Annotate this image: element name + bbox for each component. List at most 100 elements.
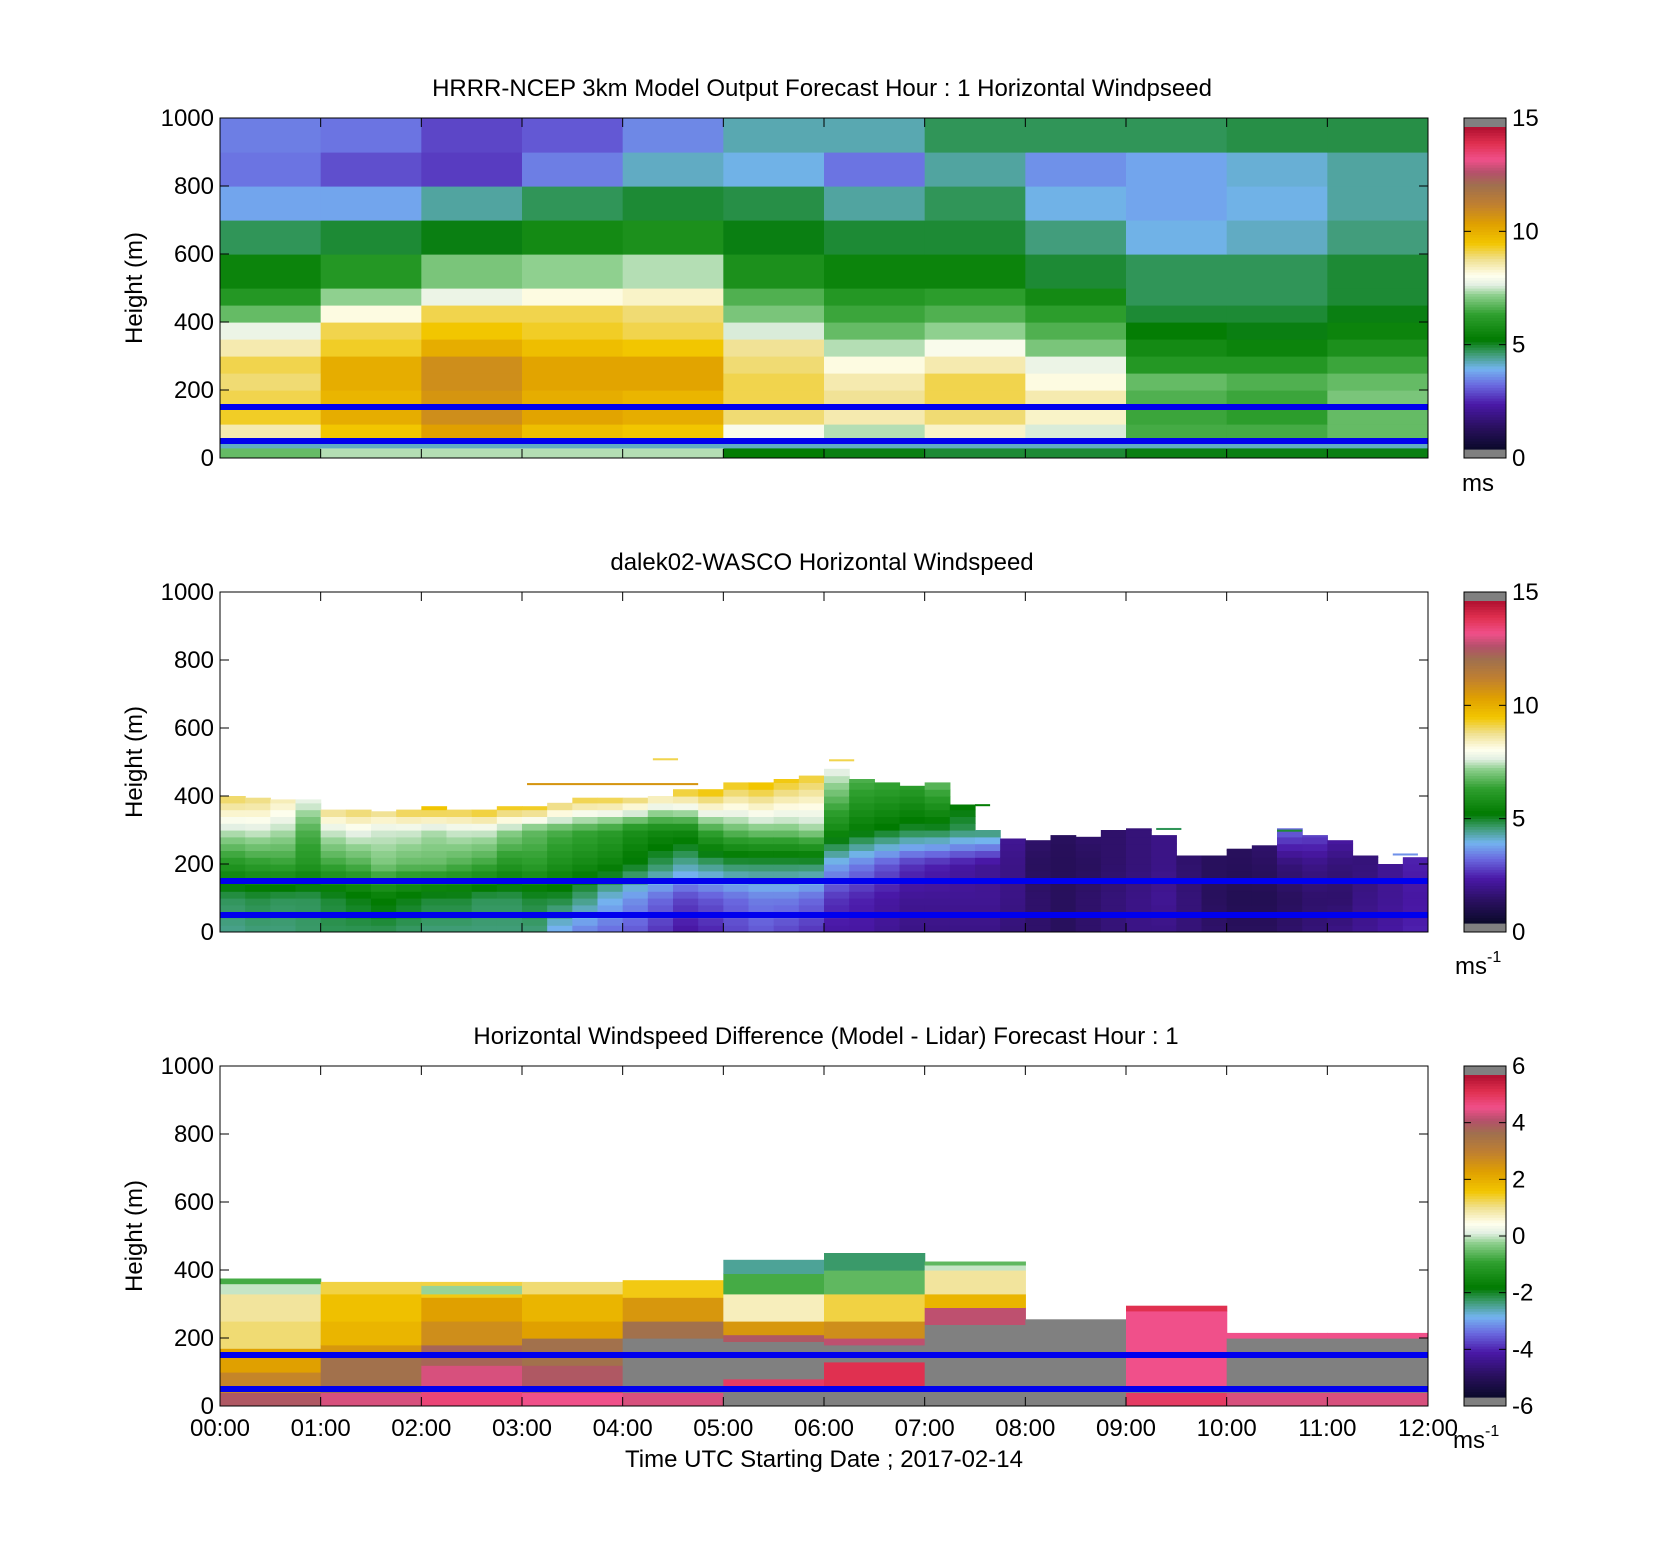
heatmap-cell — [320, 870, 347, 879]
colorbar-tick-label: 4 — [1512, 1110, 1525, 1137]
heatmap-cell — [345, 823, 372, 831]
heatmap-cell — [773, 850, 800, 858]
heatmap-cell — [421, 806, 448, 811]
heatmap-cell — [647, 891, 674, 899]
colorbar-swatch — [1464, 670, 1506, 675]
heatmap-cell — [1000, 864, 1026, 872]
heatmap-cell — [1327, 864, 1354, 872]
heatmap-cell — [1151, 884, 1177, 892]
heatmap-cell — [1327, 118, 1428, 153]
colorbar-swatch — [1464, 253, 1506, 257]
heatmap-cell — [924, 891, 951, 899]
colorbar-swatch — [1464, 711, 1506, 715]
heatmap-cell — [421, 152, 523, 187]
colorbar-swatch — [1464, 1142, 1506, 1146]
heatmap-cell — [924, 424, 1026, 439]
heatmap-cell — [1000, 870, 1026, 879]
heatmap-cell — [849, 796, 875, 804]
colorbar-swatch — [1464, 1327, 1506, 1331]
heatmap-cell — [874, 918, 901, 926]
heatmap-cell — [798, 789, 825, 797]
heatmap-cell — [949, 823, 976, 831]
heatmap-cell — [496, 850, 523, 858]
colorbar-swatch — [1464, 1348, 1506, 1352]
heatmap-cell — [345, 857, 372, 865]
heatmap-cell — [899, 823, 926, 831]
heatmap-cell — [220, 884, 246, 892]
heatmap-cell — [396, 891, 422, 899]
colorbar-swatch — [1464, 1249, 1506, 1253]
heatmap-cell — [748, 830, 775, 838]
heatmap-cell — [723, 288, 825, 306]
heatmap-cell — [1352, 855, 1379, 858]
colorbar-swatch — [1464, 1289, 1506, 1293]
colorbar-swatch — [1464, 1120, 1506, 1124]
heatmap-cell — [1226, 424, 1328, 439]
heatmap-cell — [673, 802, 699, 811]
heatmap-cell — [220, 424, 322, 439]
colorbar-swatch — [1464, 1158, 1506, 1162]
heatmap-cell — [396, 918, 422, 926]
heatmap-cell — [723, 339, 825, 357]
heatmap-cell — [1050, 898, 1077, 906]
heatmap-cell — [1126, 447, 1228, 458]
heatmap-cell — [1075, 891, 1102, 899]
heatmap-cell — [824, 857, 850, 865]
heatmap-cell — [723, 373, 825, 391]
heatmap-cell — [824, 356, 926, 374]
heatmap-cell — [1126, 407, 1228, 425]
heatmap-cell — [572, 830, 599, 838]
heatmap-cell — [1075, 857, 1102, 865]
heatmap-cell — [1277, 836, 1303, 845]
heatmap-cell — [1100, 836, 1127, 845]
heatmap-cell — [522, 925, 548, 932]
heatmap-cell — [723, 447, 825, 458]
heatmap-cell — [798, 796, 825, 804]
heatmap-cell — [773, 843, 800, 851]
colorbar-swatch — [1464, 1316, 1506, 1320]
heatmap-cell — [1251, 918, 1278, 926]
heatmap-cell — [496, 836, 523, 845]
heatmap-cell — [1000, 850, 1026, 858]
heatmap-cell — [773, 925, 800, 932]
heatmap-cell — [1277, 864, 1303, 872]
heatmap-cell — [849, 782, 875, 790]
heatmap-cell — [1402, 898, 1428, 906]
heatmap-cell — [773, 823, 800, 831]
heatmap-cell — [522, 152, 624, 187]
colorbar-swatch — [1464, 796, 1506, 801]
colorbar-swatch — [1464, 762, 1506, 766]
heatmap-cell — [1050, 891, 1077, 899]
colorbar-swatch — [1464, 1225, 1506, 1229]
panel-model-x-axis — [219, 118, 1429, 458]
heatmap-cell — [1402, 884, 1428, 892]
colorbar-swatch — [1464, 896, 1506, 900]
x-tick-label: 02:00 — [391, 1415, 451, 1442]
colorbar-swatch — [1464, 1131, 1506, 1135]
heatmap-cell — [899, 857, 926, 865]
heatmap-cell — [1176, 891, 1203, 899]
heatmap-cell — [1377, 904, 1404, 913]
heatmap-cell — [270, 799, 297, 804]
heatmap-cell — [220, 830, 246, 838]
heatmap-cell — [421, 356, 523, 374]
colorbar-swatch — [1464, 847, 1506, 852]
heatmap-cell — [824, 186, 926, 221]
heatmap-cell — [421, 118, 523, 153]
colorbar-swatch — [1464, 1343, 1506, 1347]
heatmap-cell — [245, 884, 271, 892]
heatmap-cell — [673, 898, 699, 906]
heatmap-cell — [1075, 843, 1102, 851]
heatmap-cell — [748, 884, 775, 892]
heatmap-cell — [1025, 864, 1052, 872]
colorbar-swatch — [1464, 804, 1506, 809]
colorbar-swatch — [1464, 317, 1506, 321]
heatmap-cell — [320, 1344, 422, 1356]
heatmap-cell — [1075, 836, 1102, 845]
colorbar-swatch — [1464, 285, 1506, 289]
heatmap-cell — [824, 830, 850, 838]
heatmap-cell — [547, 925, 573, 932]
heatmap-cell — [798, 816, 825, 824]
colorbar-swatch — [1464, 1278, 1506, 1283]
heatmap-cell — [572, 870, 599, 879]
